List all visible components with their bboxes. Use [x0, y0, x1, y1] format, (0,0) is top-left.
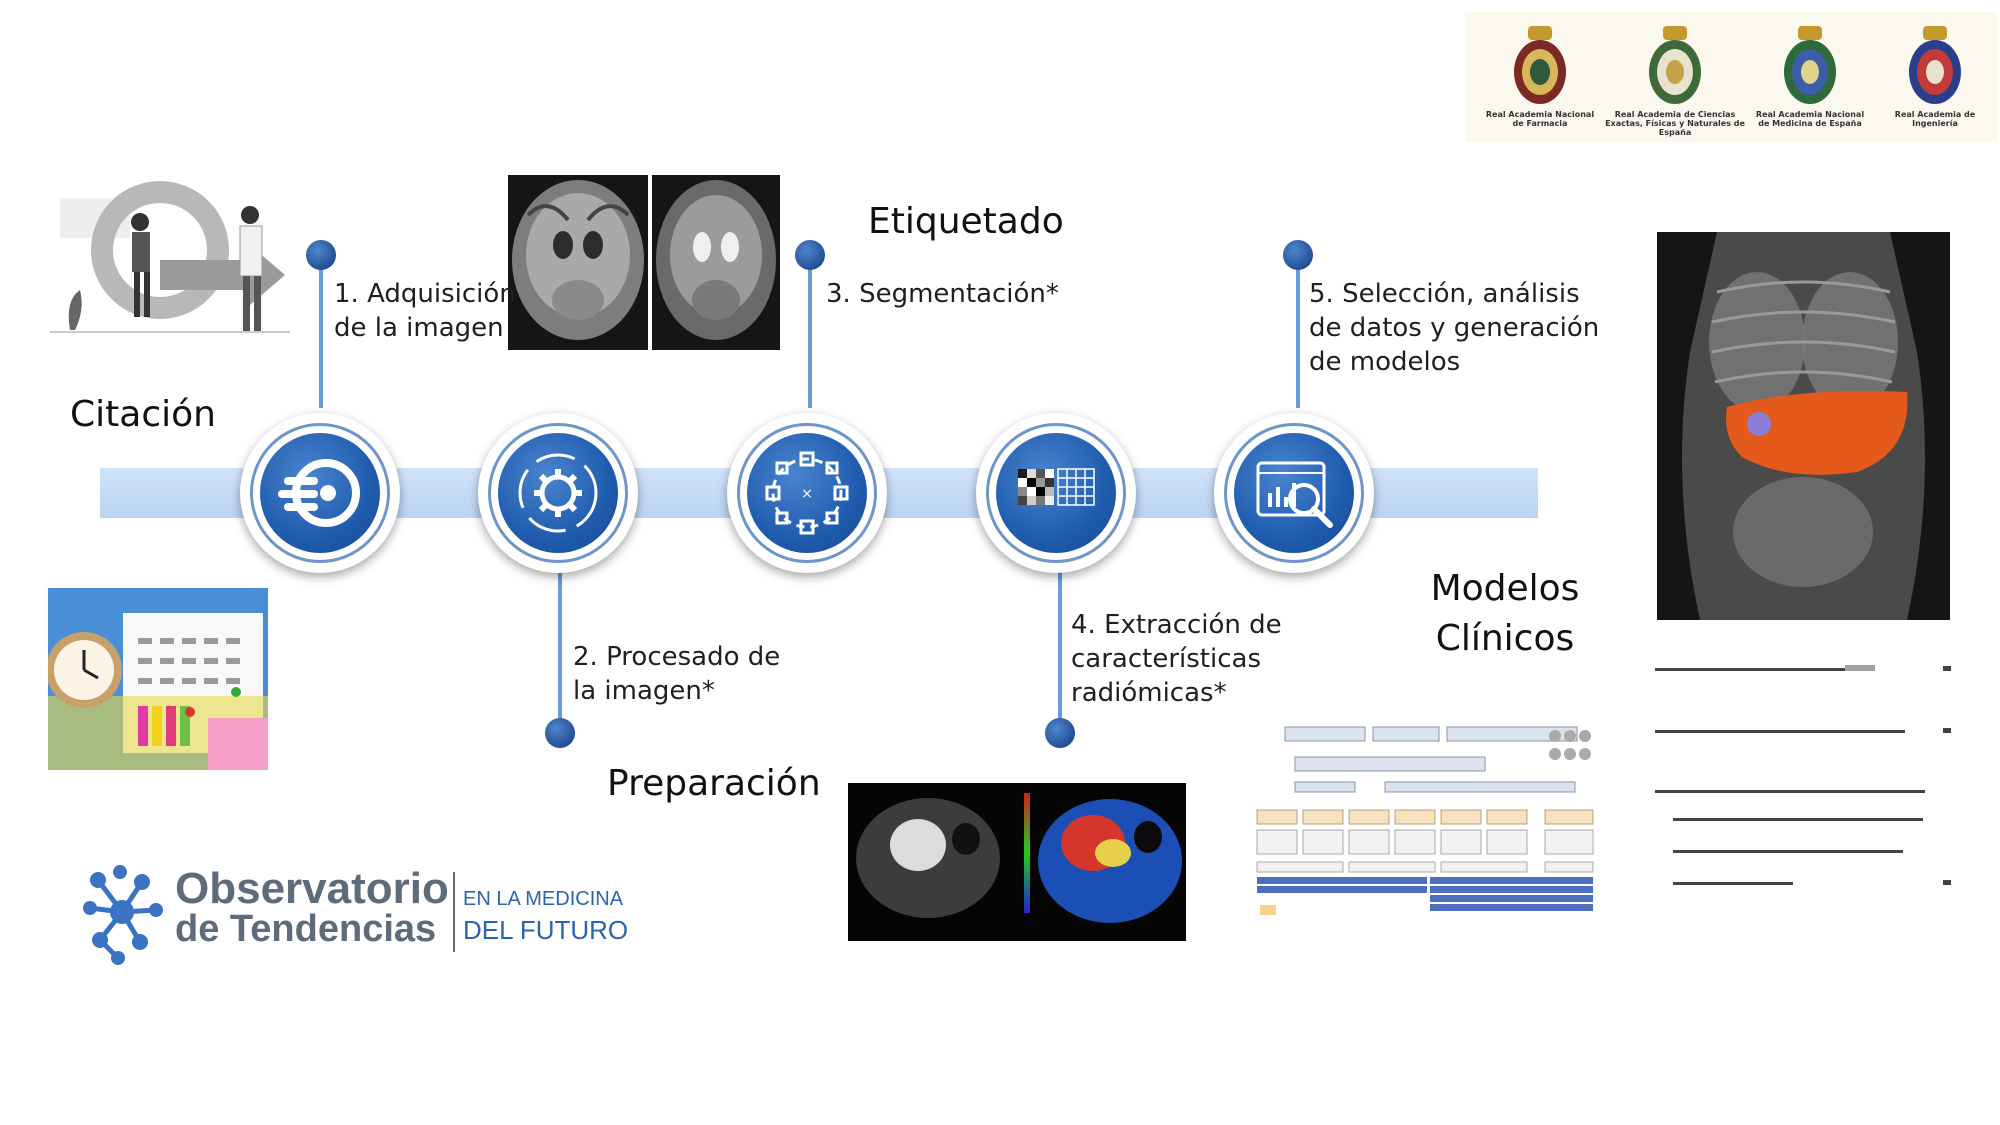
citation-flow-icon	[278, 459, 360, 527]
logo-tagline-line2: DEL FUTURO	[463, 915, 629, 945]
body-liver-image	[1657, 232, 1950, 620]
timeline-node-procesado	[478, 413, 638, 573]
step-1-line2: de la imagen	[334, 313, 504, 343]
academy-name: de Farmacia	[1512, 119, 1568, 128]
pirads-flowchart-image	[1255, 722, 1600, 922]
step-1-label: 1. Adquisición de la imagen	[334, 277, 516, 345]
connector-line-5	[1296, 258, 1300, 408]
phase-modelos-line2: Clínicos	[1435, 618, 1575, 659]
academy-name: Real Academia Nacional	[1755, 110, 1865, 119]
phase-etiquetado: Etiquetado	[868, 201, 1064, 242]
calendar-icon	[48, 613, 268, 770]
connector-line-4	[1058, 570, 1062, 730]
step-5-line2: de datos y generación	[1309, 313, 1600, 343]
data-analysis-icon	[1256, 461, 1333, 528]
logo-tagline-line1: EN LA MEDICINA	[463, 888, 624, 910]
leg-mri-heatmap-image	[848, 783, 1186, 941]
academy-seal-icon	[1649, 26, 1701, 104]
step-1-line1: 1. Adquisición	[334, 279, 516, 309]
timeline-node-analisis	[1214, 413, 1374, 573]
step-5-label: 5. Selección, análisis de datos y genera…	[1309, 277, 1599, 379]
step-2-line1: 2. Procesado de	[573, 642, 781, 672]
logo-divider	[453, 872, 455, 952]
segmentation-target-icon: ×	[765, 451, 849, 535]
phase-modelos-line1: Modelos	[1430, 568, 1580, 609]
academy-name: Real Academia de Ingeniería	[1894, 110, 1976, 128]
phase-preparacion: Preparación	[607, 763, 821, 804]
connector-dot-3	[795, 240, 825, 270]
timeline-node-segmentacion: ×	[727, 413, 887, 573]
observatorio-logo: Observatorio de Tendencias EN LA MEDICIN…	[70, 860, 630, 970]
step-2-line2: la imagen*	[573, 676, 715, 706]
phase-citacion: Citación	[70, 394, 216, 435]
logo-molecule-icon	[83, 865, 163, 965]
logo-title-line2: de Tendencias	[175, 908, 437, 950]
academy-seal-icon	[1909, 26, 1961, 104]
academy-ingenieria: Real Academia de Ingeniería	[1875, 20, 1995, 128]
mri-brain-image-left	[508, 175, 648, 350]
step-4-line3: radiómicas*	[1071, 678, 1227, 708]
svg-text:×: ×	[801, 486, 813, 502]
step-3-label: 3. Segmentación*	[826, 279, 1059, 309]
academy-farmacia: Real Academia Nacional de Farmacia	[1485, 20, 1595, 128]
academy-name: Exactas, Físicas y Naturales de España	[1605, 119, 1745, 137]
connector-dot-2	[545, 718, 575, 748]
connector-line-1	[319, 258, 323, 408]
timeline-node-extraccion	[976, 413, 1136, 573]
connector-dot-4	[1045, 718, 1075, 748]
academy-seal-icon	[1784, 26, 1836, 104]
academy-name: Real Academia Nacional	[1485, 110, 1595, 119]
phase-modelos-clinicos: Modelos Clínicos	[1430, 567, 1580, 661]
connector-dot-5	[1283, 240, 1313, 270]
equations-image	[1655, 650, 1955, 910]
citation-illustration	[50, 180, 290, 340]
step-4-label: 4. Extracción de características radiómi…	[1071, 608, 1282, 710]
calendar-clock-photo	[48, 588, 268, 770]
academy-ciencias: Real Academia de Ciencias Exactas, Físic…	[1605, 20, 1745, 137]
people-cycle-icon	[50, 181, 290, 333]
academies-banner: Real Academia Nacional de Farmacia Real …	[1465, 12, 1997, 142]
feature-matrix-icon	[1018, 468, 1095, 506]
step-4-line2: características	[1071, 644, 1261, 674]
academy-seal-icon	[1514, 26, 1566, 104]
connector-dot-1	[306, 240, 336, 270]
step-2-label: 2. Procesado de la imagen*	[573, 640, 780, 708]
mri-brain-image-right	[652, 175, 780, 350]
connector-line-3	[808, 258, 812, 408]
academy-medicina: Real Academia Nacional de Medicina de Es…	[1755, 20, 1865, 128]
processing-gear-icon	[518, 453, 598, 533]
academy-name: Real Academia de Ciencias	[1614, 110, 1736, 119]
connector-line-2	[558, 570, 562, 730]
step-4-line1: 4. Extracción de	[1071, 610, 1282, 640]
logo-title-line1: Observatorio	[175, 864, 449, 913]
academy-name: de Medicina de España	[1758, 119, 1862, 128]
timeline-node-citacion	[240, 413, 400, 573]
step-5-line3: de modelos	[1309, 347, 1461, 377]
step-5-line1: 5. Selección, análisis	[1309, 279, 1580, 309]
